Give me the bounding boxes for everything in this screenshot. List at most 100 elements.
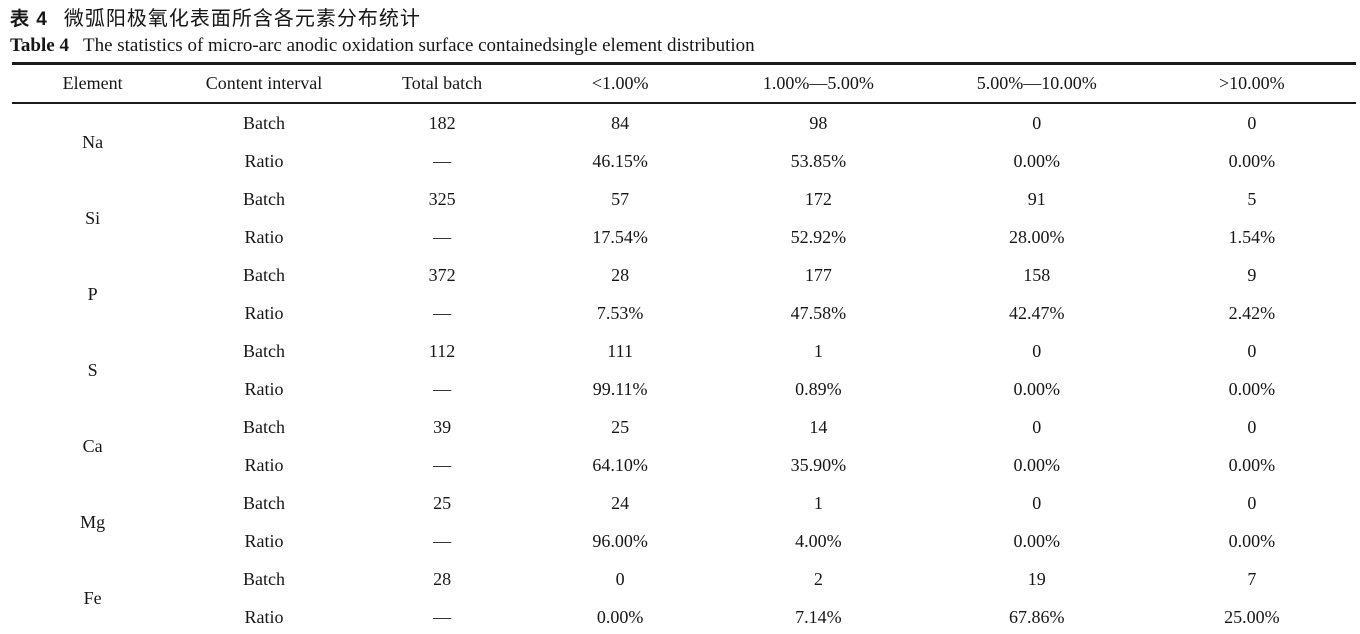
value-cell: 25 bbox=[433, 492, 452, 513]
table-caption-zh-title: 微弧阳极氧化表面所含各元素分布统计 bbox=[63, 8, 421, 30]
value-cell: 112 bbox=[428, 340, 456, 361]
table-row-ca-batch: Ca Batch 39 25 14 0 0 bbox=[12, 408, 1356, 456]
value-cell: 0.00% bbox=[1228, 150, 1276, 171]
value-cell: 35.90% bbox=[790, 454, 847, 475]
value-cell: — bbox=[433, 150, 452, 171]
row-type-label: Ratio bbox=[244, 606, 284, 627]
row-type-label: Ratio bbox=[244, 302, 284, 323]
value-cell: 67.86% bbox=[1009, 606, 1065, 627]
value-cell: 28 bbox=[433, 568, 452, 589]
value-cell: 42.47% bbox=[1009, 302, 1065, 323]
value-cell: — bbox=[433, 606, 452, 627]
value-cell: 0.00% bbox=[1228, 378, 1276, 399]
value-cell: 172 bbox=[804, 188, 832, 209]
value-cell: 1 bbox=[813, 492, 823, 513]
header-5-10pct: 5.00%—10.00% bbox=[925, 63, 1148, 104]
row-type-label: Ratio bbox=[244, 150, 284, 171]
table-caption-en-label: Table 4 bbox=[10, 35, 69, 56]
value-cell: 0 bbox=[1032, 492, 1042, 513]
value-cell: 0 bbox=[1032, 340, 1042, 361]
element-symbol-cell: Mg bbox=[80, 511, 106, 532]
element-symbol-cell: Na bbox=[82, 131, 104, 152]
element-symbol-cell: S bbox=[87, 359, 98, 380]
value-cell: 46.15% bbox=[592, 150, 648, 171]
table-row-s-ratio: Ratio — 99.11% 0.89% 0.00% 0.00% bbox=[12, 370, 1356, 408]
value-cell: 0 bbox=[1032, 416, 1042, 437]
value-cell: 5 bbox=[1247, 188, 1257, 209]
value-cell: 2.42% bbox=[1228, 302, 1276, 323]
header-content-interval: Content interval bbox=[173, 63, 355, 104]
table-row-na-ratio: Ratio — 46.15% 53.85% 0.00% 0.00% bbox=[12, 142, 1356, 180]
row-type-label: Ratio bbox=[244, 454, 284, 475]
header-element: Element bbox=[12, 63, 174, 104]
value-cell: 96.00% bbox=[592, 530, 648, 551]
value-cell: 17.54% bbox=[592, 226, 648, 247]
value-cell: 0 bbox=[615, 568, 625, 589]
value-cell: 64.10% bbox=[592, 454, 648, 475]
element-symbol-cell: P bbox=[87, 283, 98, 304]
value-cell: 0.00% bbox=[1228, 454, 1276, 475]
value-cell: 25.00% bbox=[1224, 606, 1280, 627]
value-cell: 0 bbox=[1247, 492, 1257, 513]
value-cell: 0.00% bbox=[596, 606, 644, 627]
value-cell: 0 bbox=[1247, 340, 1257, 361]
header-1-5pct: 1.00%—5.00% bbox=[710, 63, 926, 104]
value-cell: — bbox=[433, 378, 452, 399]
value-cell: 111 bbox=[607, 340, 633, 361]
header-gt-10pct: >10.00% bbox=[1147, 63, 1356, 104]
table-caption-en-title: The statistics of micro-arc anodic oxida… bbox=[82, 35, 755, 56]
table-row-fe-ratio: Ratio — 0.00% 7.14% 67.86% 25.00% bbox=[12, 598, 1356, 634]
value-cell: 0.00% bbox=[1013, 378, 1061, 399]
value-cell: 182 bbox=[428, 112, 456, 133]
value-cell: 28.00% bbox=[1009, 226, 1065, 247]
row-type-label: Batch bbox=[242, 264, 285, 285]
value-cell: 158 bbox=[1023, 264, 1051, 285]
value-cell: 2 bbox=[813, 568, 823, 589]
table-row-mg-ratio: Ratio — 96.00% 4.00% 0.00% 0.00% bbox=[12, 522, 1356, 560]
value-cell: 7 bbox=[1247, 568, 1257, 589]
header-total-batch: Total batch bbox=[354, 63, 530, 104]
value-cell: 325 bbox=[428, 188, 456, 209]
value-cell: 53.85% bbox=[790, 150, 847, 171]
element-symbol-cell: Si bbox=[85, 207, 101, 228]
value-cell: 4.00% bbox=[795, 530, 842, 551]
value-cell: — bbox=[433, 454, 452, 475]
table-row-si-ratio: Ratio — 17.54% 52.92% 28.00% 1.54% bbox=[12, 218, 1356, 256]
value-cell: 91 bbox=[1027, 188, 1046, 209]
table-row-p-ratio: Ratio — 7.53% 47.58% 42.47% 2.42% bbox=[12, 294, 1356, 332]
value-cell: 57 bbox=[611, 188, 630, 209]
row-type-label: Batch bbox=[242, 492, 285, 513]
value-cell: 0.00% bbox=[1013, 530, 1061, 551]
value-cell: 372 bbox=[428, 264, 456, 285]
table-header-row: Element Content interval Total batch <1.… bbox=[12, 63, 1356, 104]
row-type-label: Batch bbox=[242, 340, 285, 361]
value-cell: 99.11% bbox=[592, 378, 648, 399]
table-row-ca-ratio: Ratio — 64.10% 35.90% 0.00% 0.00% bbox=[12, 446, 1356, 484]
value-cell: 0.00% bbox=[1228, 530, 1276, 551]
value-cell: — bbox=[433, 530, 452, 551]
row-type-label: Batch bbox=[242, 416, 285, 437]
header-lt-1pct: <1.00% bbox=[529, 63, 711, 104]
value-cell: 7.14% bbox=[795, 606, 842, 627]
value-cell: 0.00% bbox=[1013, 454, 1061, 475]
value-cell: 25 bbox=[611, 416, 630, 437]
table-row-mg-batch: Mg Batch 25 24 1 0 0 bbox=[12, 484, 1356, 532]
value-cell: 52.92% bbox=[790, 226, 847, 247]
element-symbol-cell: Fe bbox=[83, 587, 102, 608]
value-cell: 24 bbox=[611, 492, 630, 513]
value-cell: — bbox=[433, 226, 452, 247]
table-caption-zh-label: 表 4 bbox=[10, 9, 48, 30]
value-cell: 1.54% bbox=[1228, 226, 1276, 247]
value-cell: 0.89% bbox=[795, 378, 842, 399]
table-row-si-batch: Si Batch 325 57 172 91 5 bbox=[12, 180, 1356, 228]
row-type-label: Batch bbox=[242, 188, 285, 209]
row-type-label: Ratio bbox=[244, 530, 284, 551]
value-cell: 28 bbox=[611, 264, 630, 285]
value-cell: 19 bbox=[1027, 568, 1046, 589]
row-type-label: Batch bbox=[242, 112, 285, 133]
element-symbol-cell: Ca bbox=[82, 435, 103, 456]
row-type-label: Batch bbox=[242, 568, 285, 589]
value-cell: 14 bbox=[809, 416, 828, 437]
table-caption-zh: 表 4 微弧阳极氧化表面所含各元素分布统计 bbox=[0, 0, 1360, 33]
